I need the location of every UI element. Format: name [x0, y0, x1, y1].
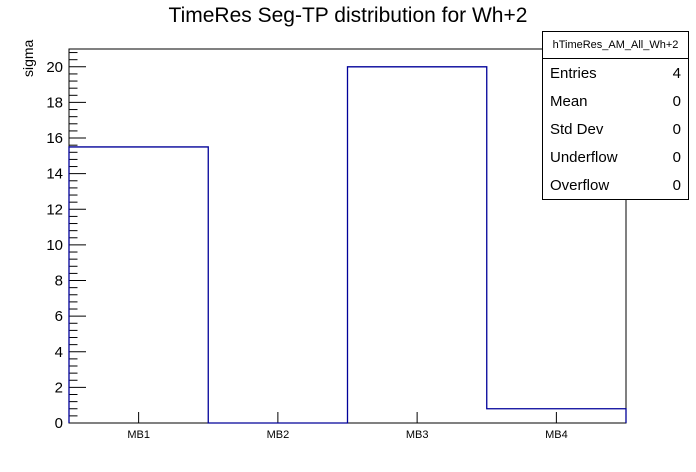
- x-tick-label: MB1: [127, 429, 150, 441]
- y-tick-label: 4: [55, 344, 63, 361]
- y-tick-label: 0: [55, 415, 63, 432]
- stats-box: hTimeRes_AM_All_Wh+2 Entries 4 Mean 0 St…: [542, 31, 689, 200]
- histogram-line: [68, 66, 627, 424]
- stats-label: Entries: [550, 64, 597, 82]
- y-tick-label: 6: [55, 308, 63, 325]
- y-axis-title: sigma: [20, 39, 36, 77]
- stats-row: Mean 0: [550, 93, 681, 110]
- y-tick-label: 18: [46, 94, 63, 111]
- stats-box-title: hTimeRes_AM_All_Wh+2: [543, 32, 688, 59]
- stats-value: 0: [672, 149, 681, 167]
- stats-value: 0: [672, 177, 681, 195]
- y-tick-label: 12: [46, 201, 63, 218]
- x-tick-label: MB4: [545, 429, 568, 441]
- stats-label: Std Dev: [550, 120, 604, 138]
- stats-label: Underflow: [550, 149, 618, 167]
- x-tick-label: MB2: [267, 429, 290, 441]
- stats-row: Std Dev 0: [550, 121, 681, 138]
- stats-row: Entries 4: [550, 65, 681, 82]
- stats-value: 4: [672, 64, 681, 82]
- stats-value: 0: [672, 92, 681, 110]
- stats-label: Mean: [550, 92, 588, 110]
- stats-label: Overflow: [550, 177, 610, 195]
- stats-value: 0: [672, 120, 681, 138]
- y-tick-label: 16: [46, 130, 63, 147]
- x-tick-label: MB3: [406, 429, 429, 441]
- stats-row: Underflow 0: [550, 149, 681, 166]
- y-tick-label: 8: [55, 273, 63, 290]
- y-tick-label: 14: [46, 166, 63, 183]
- stats-box-rows: Entries 4 Mean 0 Std Dev 0 Underflow 0 O…: [543, 59, 688, 200]
- y-tick-label: 2: [55, 379, 63, 396]
- y-tick-label: 10: [46, 237, 63, 254]
- chart-title: TimeRes Seg-TP distribution for Wh+2: [168, 4, 528, 27]
- stats-row: Overflow 0: [550, 177, 681, 194]
- y-tick-label: 20: [46, 59, 63, 76]
